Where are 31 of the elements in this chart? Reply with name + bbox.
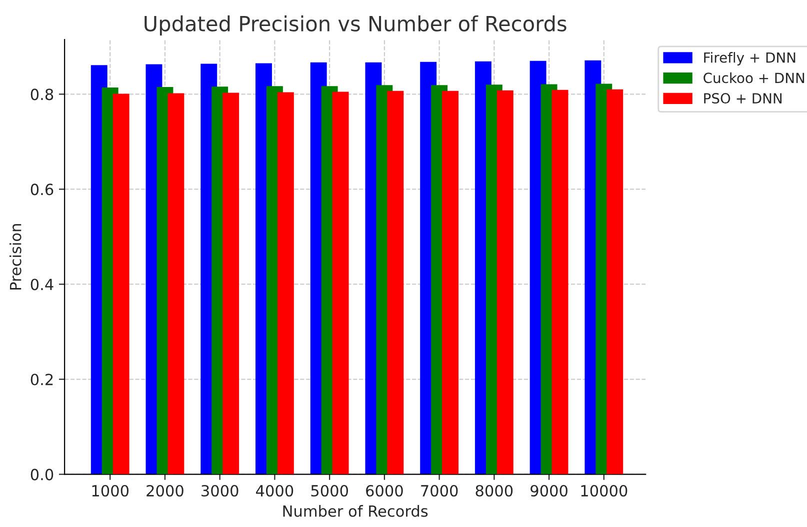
y-axis-title: Precision	[10, 224, 22, 290]
bar	[332, 92, 349, 474]
x-tick-label: 10000	[581, 484, 628, 497]
x-tick-label: 3000	[202, 484, 238, 497]
y-tick-label: 0.6	[30, 184, 54, 196]
chart-title: Updated Precision vs Number of Records	[144, 15, 566, 36]
bar	[606, 89, 624, 474]
bar	[552, 90, 568, 474]
x-tick-label: 6000	[366, 484, 403, 497]
legend-label: Cuckoo + DNN	[704, 72, 804, 84]
x-axis-title: Number of Records	[283, 505, 428, 517]
x-tick-label: 7000	[421, 484, 458, 497]
x-tick-label: 5000	[311, 484, 348, 497]
y-tick-label: 0.0	[30, 468, 54, 480]
bar	[387, 90, 404, 474]
legend-label: Firefly + DNN	[704, 52, 796, 66]
bar	[496, 90, 514, 474]
x-tick-label: 9000	[530, 484, 568, 497]
bar	[442, 90, 459, 474]
y-tick-label: 0.2	[30, 374, 53, 386]
y-tick-label: 0.4	[30, 278, 54, 290]
x-tick-label: 2000	[146, 484, 184, 497]
bar	[112, 94, 130, 474]
bar	[222, 92, 240, 474]
bar	[277, 92, 294, 474]
x-tick-label: 1000	[92, 484, 129, 497]
legend-label: PSO + DNN	[704, 93, 782, 104]
bar	[168, 93, 184, 474]
x-tick-label: 4000	[256, 484, 294, 497]
x-tick-label: 8000	[476, 484, 513, 497]
y-tick-label: 0.8	[30, 88, 54, 100]
